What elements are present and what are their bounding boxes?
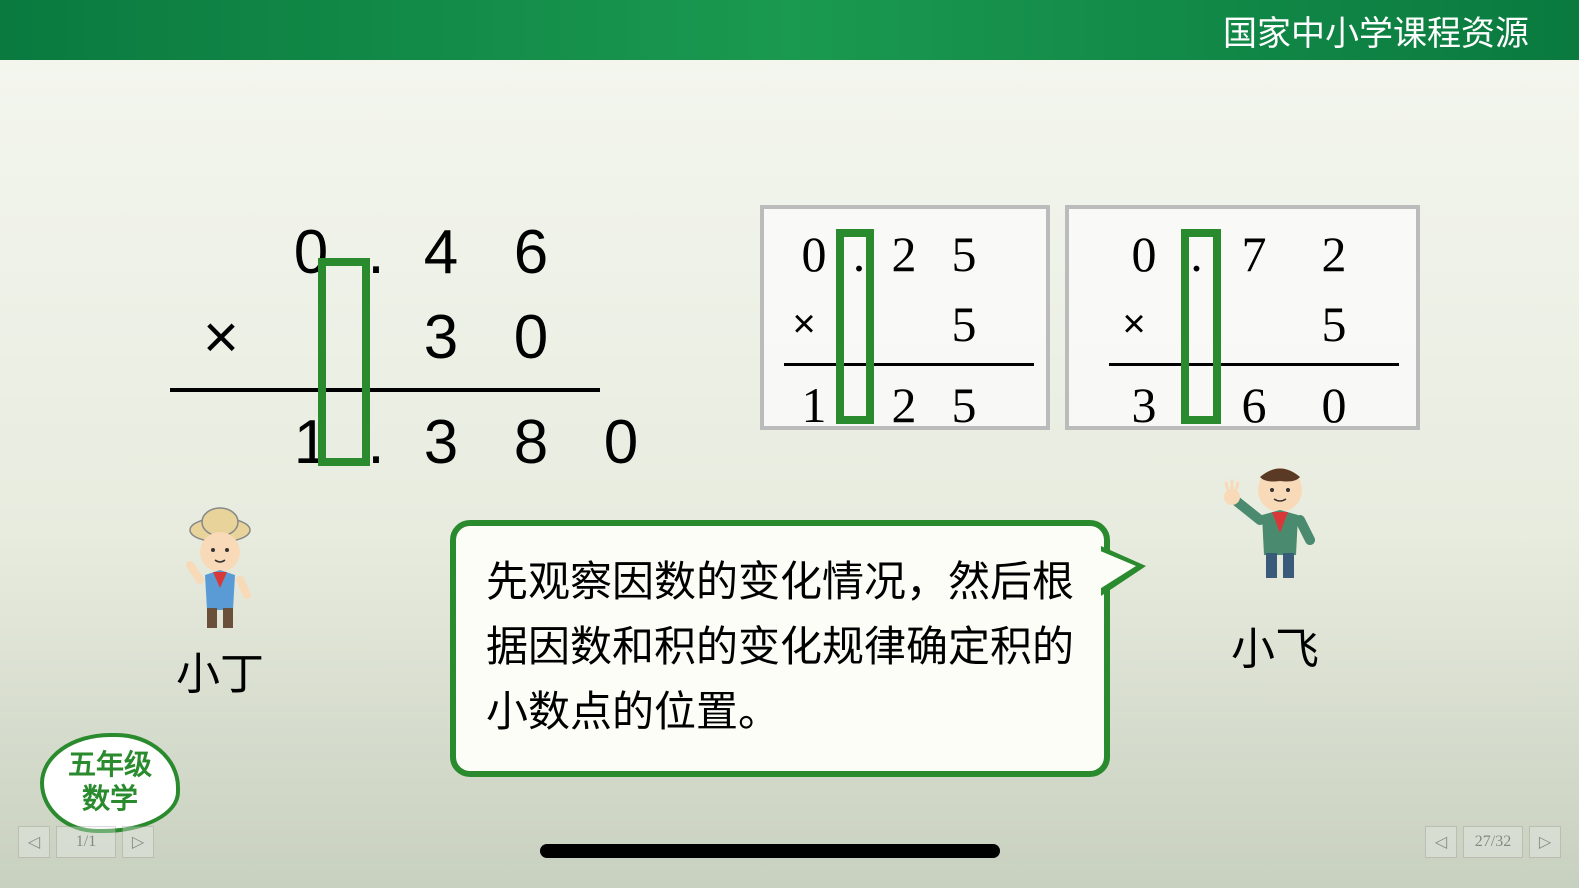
- digit: 5: [1294, 295, 1374, 353]
- grade-line1: 五年级: [68, 749, 152, 783]
- speech-text: 先观察因数的变化情况，然后根据因数和积的变化规律确定积的小数点的位置。: [486, 560, 1074, 736]
- example-panel-1: 0 . 2 5 × 5 1 . 2 5: [760, 205, 1050, 430]
- main-multiplication: 0 . 4 6 × 3 0 1 . 3 8 0: [180, 210, 670, 485]
- digit: 1: [784, 376, 844, 434]
- digit: 0: [1109, 225, 1179, 283]
- digit: 3: [1109, 376, 1179, 434]
- nav-controls-left: ◁ 1/1 ▷: [18, 826, 154, 858]
- digit: 2: [1294, 225, 1374, 283]
- digit: 4: [400, 217, 490, 288]
- example-panel-2: 0 . 7 2 × 5 3 . 6 0: [1065, 205, 1420, 430]
- p1-row3: 1 . 2 5: [784, 370, 1026, 440]
- digit: 7: [1214, 225, 1294, 283]
- speech-tail-inner: [1098, 550, 1136, 590]
- p2-rule-line: [1109, 363, 1399, 366]
- main-rule-line: [170, 388, 600, 392]
- main-row-1: 0 . 4 6: [180, 210, 670, 295]
- p1-row1: 0 . 2 5: [784, 219, 1026, 289]
- multiply-sign: ×: [1109, 302, 1159, 347]
- p1-rule-line: [784, 363, 1034, 366]
- p1-row2: × 5: [784, 289, 1026, 359]
- character-left: 小丁: [165, 500, 275, 702]
- nav-next-button[interactable]: ▷: [1529, 826, 1561, 858]
- home-indicator: [540, 844, 1000, 858]
- nav-next-button[interactable]: ▷: [122, 826, 154, 858]
- p2-row2: × 5: [1109, 289, 1396, 359]
- main-row-3: 1 . 3 8 0: [180, 400, 670, 485]
- decimal-highlight-p2: [1181, 229, 1221, 424]
- speech-bubble: 先观察因数的变化情况，然后根据因数和积的变化规律确定积的小数点的位置。: [450, 520, 1110, 777]
- p2-row3: 3 . 6 0: [1109, 370, 1396, 440]
- p2-row1: 0 . 7 2: [1109, 219, 1396, 289]
- digit: 8: [490, 407, 580, 478]
- boy-wave-icon: [1210, 455, 1340, 605]
- digit: 6: [1214, 376, 1294, 434]
- digit: 0: [1294, 376, 1374, 434]
- digit: 0: [784, 225, 844, 283]
- character-right-name: 小飞: [1231, 613, 1319, 677]
- digit: 0: [580, 407, 670, 478]
- main-row-2: × 3 0: [180, 295, 670, 380]
- nav-prev-button[interactable]: ◁: [1425, 826, 1457, 858]
- decimal-highlight-main: [318, 258, 370, 466]
- decimal-highlight-p1: [836, 229, 874, 424]
- header-bar: 国家中小学课程资源: [0, 0, 1579, 60]
- digit: 2: [874, 225, 934, 283]
- digit: 3: [400, 302, 490, 373]
- digit: 5: [934, 376, 994, 434]
- multiply-sign: ×: [180, 302, 270, 373]
- grade-badge: 五年级 数学: [40, 733, 180, 833]
- nav-controls-right: ◁ 27/32 ▷: [1425, 826, 1561, 858]
- digit: 6: [490, 217, 580, 288]
- character-right: 小飞: [1210, 455, 1340, 677]
- nav-page-right: 27/32: [1463, 826, 1523, 858]
- digit: 5: [934, 295, 994, 353]
- digit: 2: [874, 376, 934, 434]
- digit: 5: [934, 225, 994, 283]
- nav-prev-button[interactable]: ◁: [18, 826, 50, 858]
- digit: 3: [400, 407, 490, 478]
- nav-page-left: 1/1: [56, 826, 116, 858]
- digit: 0: [490, 302, 580, 373]
- character-left-name: 小丁: [176, 638, 264, 702]
- grade-line2: 数学: [82, 783, 138, 817]
- header-title: 国家中小学课程资源: [1223, 6, 1529, 55]
- boy-hat-icon: [165, 500, 275, 630]
- multiply-sign: ×: [784, 302, 824, 347]
